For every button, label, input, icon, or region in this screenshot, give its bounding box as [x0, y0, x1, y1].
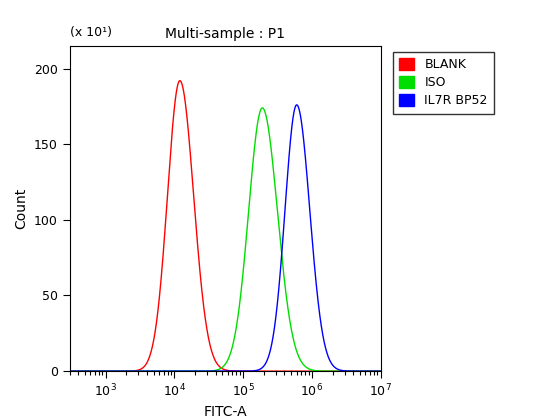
Title: Multi-sample : P1: Multi-sample : P1 [165, 27, 285, 40]
X-axis label: FITC-A: FITC-A [203, 405, 247, 417]
Legend: BLANK, ISO, IL7R BP52: BLANK, ISO, IL7R BP52 [393, 52, 494, 113]
Text: (x 10¹): (x 10¹) [70, 26, 111, 39]
Y-axis label: Count: Count [14, 188, 28, 229]
